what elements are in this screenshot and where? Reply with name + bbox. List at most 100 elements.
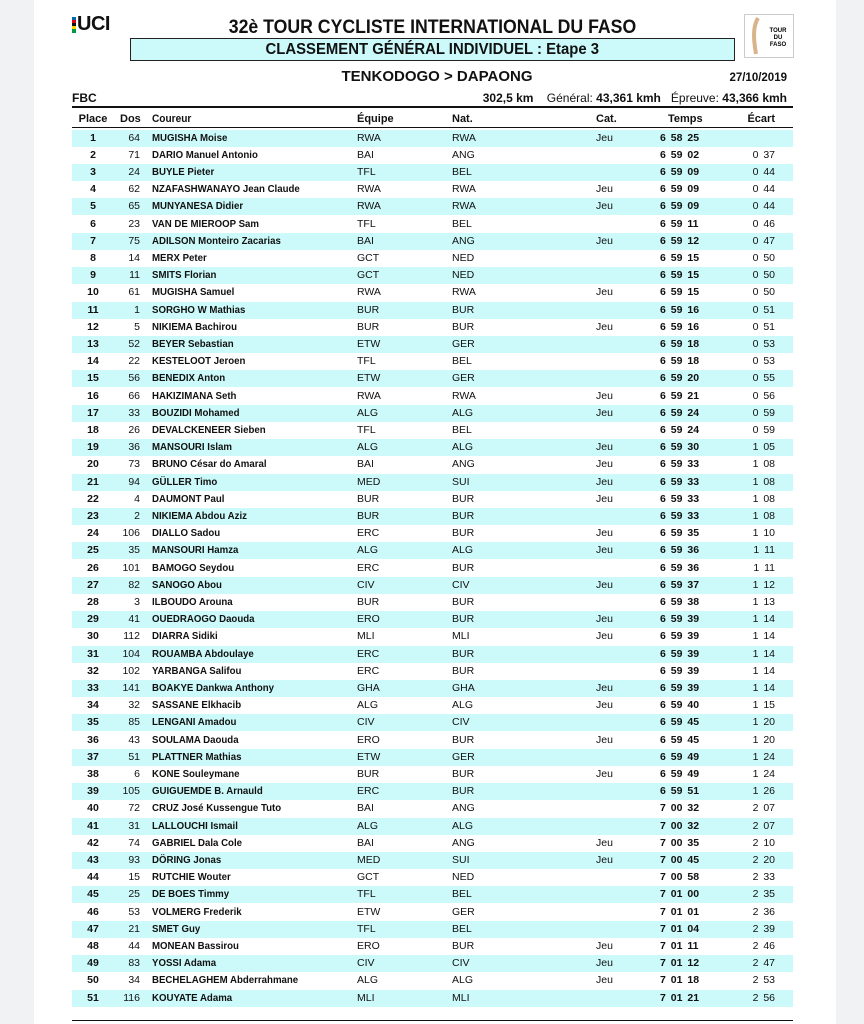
- cell-gap: 0 44: [752, 183, 775, 196]
- cell-place: 35: [87, 716, 99, 729]
- cell-gap: 1 14: [752, 647, 775, 660]
- cell-team: BAI: [357, 148, 374, 161]
- cell-time: 7 01 00: [660, 888, 700, 901]
- cell-team: TFL: [357, 217, 376, 230]
- cell-dos: 72: [128, 802, 140, 815]
- cell-nat: ALG: [452, 406, 474, 419]
- cell-team: BAI: [357, 836, 374, 849]
- cell-cat: Jeu: [596, 630, 613, 643]
- cell-place: 51: [87, 991, 99, 1004]
- table-row: 18 26 DEVALCKENEER Sieben TFL BEL 6 59 24 0 59: [72, 422, 793, 439]
- tour-du-faso-logo-icon: TOUR DU FASO: [744, 14, 794, 58]
- table-row: 12 5 NIKIEMA Bachirou BUR BUR Jeu 6 59 16 0 51: [72, 319, 793, 336]
- cell-nat: BEL: [452, 165, 472, 178]
- cell-time: 7 00 32: [660, 802, 700, 815]
- cell-gap: 0 51: [752, 303, 775, 316]
- cell-rider: OUEDRAOGO Daouda: [152, 613, 255, 626]
- table-row: 32 102 YARBANGA Salifou ERC BUR 6 59 39 1 14: [72, 663, 793, 680]
- cell-rider: DEVALCKENEER Sieben: [152, 423, 266, 436]
- cell-place: 17: [87, 406, 99, 419]
- cell-time: 6 59 15: [660, 269, 700, 282]
- cell-dos: 41: [128, 613, 140, 626]
- cell-rider: BUYLE Pieter: [152, 165, 215, 178]
- cell-time: 7 01 18: [660, 974, 700, 987]
- table-row: 8 14 MERX Peter GCT NED 6 59 15 0 50: [72, 250, 793, 267]
- cell-cat: Jeu: [596, 939, 613, 952]
- cell-cat: Jeu: [596, 406, 613, 419]
- cell-team: RWA: [357, 131, 381, 144]
- general-speed: 43,361 kmh: [596, 91, 661, 105]
- cell-nat: SUI: [452, 853, 470, 866]
- cell-place: 1: [90, 131, 96, 144]
- cell-dos: 75: [128, 234, 140, 247]
- cell-nat: NED: [452, 269, 475, 282]
- cell-team: ERO: [357, 939, 380, 952]
- cell-nat: BEL: [452, 922, 472, 935]
- cell-team: GHA: [357, 681, 380, 694]
- table-row: 39 105 GUIGUEMDE B. Arnauld ERC BUR 6 59 51 1 …: [72, 783, 793, 801]
- table-row: 7 75 ADILSON Monteiro Zacarias BAI ANG Jeu 6 5…: [72, 232, 793, 250]
- cell-rider: DE BOES Timmy: [152, 888, 230, 901]
- cell-place: 46: [87, 905, 99, 918]
- cell-time: 7 01 11: [660, 939, 699, 952]
- cell-dos: 1: [134, 303, 140, 316]
- cell-nat: ALG: [452, 819, 474, 832]
- cell-team: ERC: [357, 527, 380, 540]
- table-row: 10 61 MUGISHA Samuel RWA RWA Jeu 6 59 15 0 50: [72, 284, 793, 301]
- cell-dos: 43: [128, 733, 140, 746]
- cell-gap: 0 50: [752, 251, 775, 264]
- table-row: 34 32 SASSANE Elkhacib ALG ALG Jeu 6 59 40 1 15: [72, 697, 793, 714]
- epreuve-speed: 43,366 kmh: [722, 91, 787, 105]
- cell-time: 6 59 33: [660, 458, 700, 471]
- table-row: 31 104 ROUAMBA Abdoulaye ERC BUR 6 59 39 1 14: [72, 645, 793, 663]
- cell-gap: 2 20: [752, 853, 775, 866]
- cell-place: 10: [87, 286, 99, 299]
- cell-rider: BEYER Sebastian: [152, 337, 234, 350]
- cell-gap: 0 51: [752, 320, 775, 333]
- cell-gap: 1 24: [752, 767, 775, 780]
- cell-rider: KOUYATE Adama: [152, 991, 233, 1004]
- cell-rider: BENEDIX Anton: [152, 372, 226, 385]
- cell-rider: DÖRING Jonas: [152, 853, 222, 866]
- cell-time: 6 59 40: [660, 699, 700, 712]
- cell-nat: ALG: [452, 974, 474, 987]
- cell-gap: 0 55: [752, 372, 775, 385]
- table-header: Place Dos Coureur Équipe Nat. Cat. Temps…: [72, 111, 793, 128]
- cell-nat: ANG: [452, 836, 475, 849]
- cell-team: ALG: [357, 699, 379, 712]
- cell-dos: 51: [128, 750, 140, 763]
- cell-gap: 1 14: [752, 630, 775, 643]
- table-row: 42 74 GABRIEL Dala Cole BAI ANG Jeu 7 00 35 2 1…: [72, 835, 793, 852]
- cell-cat: Jeu: [596, 974, 613, 987]
- cell-team: MLI: [357, 991, 375, 1004]
- cell-nat: GER: [452, 372, 475, 385]
- stage-info: 302,5 km Général: 43,361 kmh Épreuve: 43…: [483, 91, 787, 105]
- cell-time: 6 59 45: [660, 716, 700, 729]
- cell-time: 6 59 02: [660, 148, 700, 161]
- cell-dos: 104: [122, 647, 140, 660]
- cell-nat: ALG: [452, 544, 474, 557]
- cell-team: BAI: [357, 234, 374, 247]
- cell-gap: 1 08: [752, 458, 775, 471]
- cell-cat: Jeu: [596, 544, 613, 557]
- cell-gap: 1 12: [752, 578, 775, 591]
- cell-team: BUR: [357, 509, 380, 522]
- cell-nat: BUR: [452, 561, 475, 574]
- table-row: 24 106 DIALLO Sadou ERC BUR Jeu 6 59 35 1 10: [72, 525, 793, 542]
- header-team: Équipe: [357, 113, 394, 125]
- cell-nat: BUR: [452, 613, 475, 626]
- cell-nat: RWA: [452, 131, 476, 144]
- cell-time: 7 01 12: [660, 957, 700, 970]
- cell-rider: MERX Peter: [152, 251, 207, 264]
- cell-rider: GÜLLER Timo: [152, 475, 218, 488]
- divider: [72, 106, 793, 108]
- cell-place: 42: [87, 836, 99, 849]
- cell-nat: BEL: [452, 217, 472, 230]
- cell-dos: 33: [128, 406, 140, 419]
- table-row: 30 112 DIARRA Sidiki MLI MLI Jeu 6 59 39 1 14: [72, 628, 793, 645]
- cell-team: CIV: [357, 578, 375, 591]
- cell-team: RWA: [357, 183, 381, 196]
- cell-gap: 0 50: [752, 286, 775, 299]
- cell-place: 32: [87, 664, 99, 677]
- table-row: 9 11 SMITS Florian GCT NED 6 59 15 0 50: [72, 267, 793, 285]
